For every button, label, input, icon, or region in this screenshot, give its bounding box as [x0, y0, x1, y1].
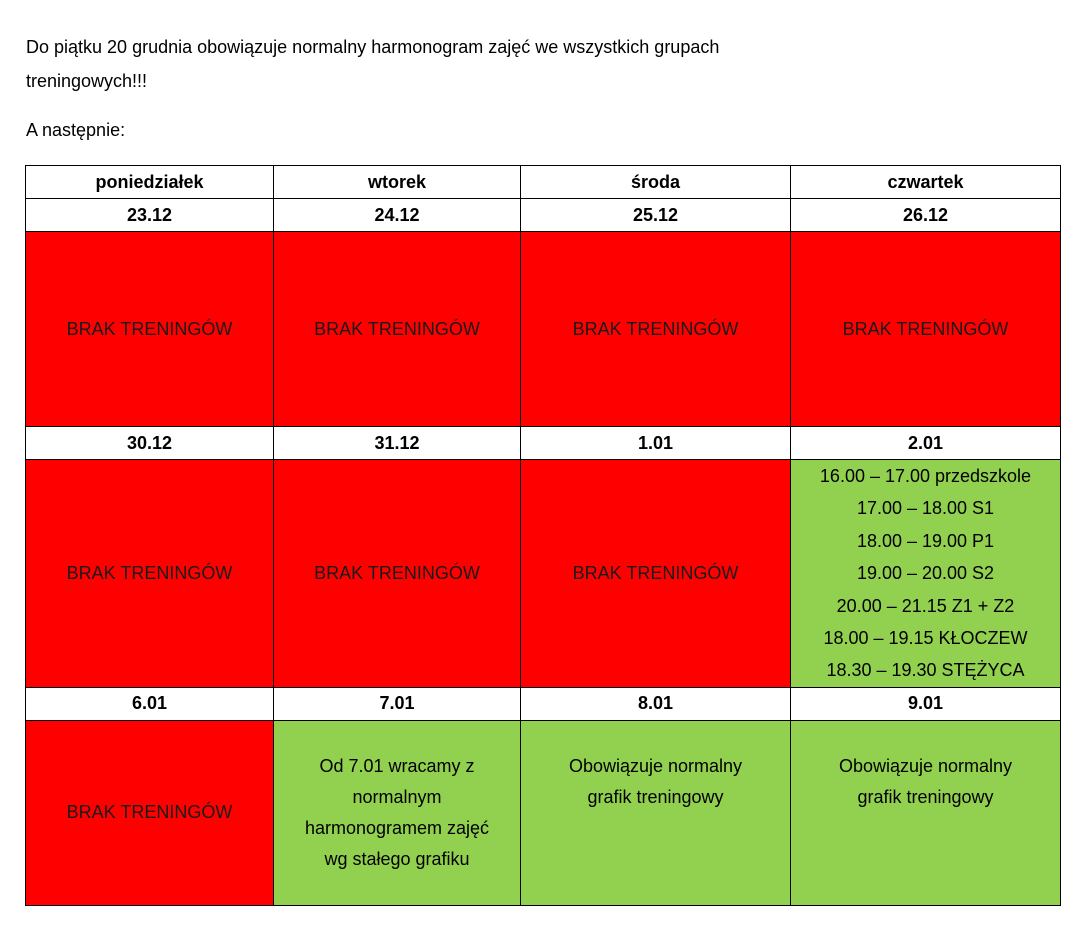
date-row-week-3: 6.01 7.01 8.01 9.01	[25, 686, 1061, 721]
date-cell: 23.12	[25, 198, 274, 232]
schedule-row-week-2: BRAK TRENINGÓW BRAK TRENINGÓW BRAK TRENI…	[25, 459, 1061, 688]
note-line: wg stałego grafiku	[324, 848, 470, 869]
date-cell: 25.12	[520, 198, 791, 232]
schedule-row-week-1: BRAK TRENINGÓW BRAK TRENINGÓW BRAK TRENI…	[25, 231, 1061, 427]
schedule-entry: 19.00 – 20.00 S2	[856, 563, 995, 584]
normal-schedule-note: Obowiązuje normalny grafik treningowy	[790, 719, 1061, 906]
date-cell: 31.12	[273, 426, 521, 460]
note-line: Obowiązuje normalny	[838, 755, 1013, 776]
date-cell: 2.01	[790, 426, 1061, 460]
schedule-entry: 20.00 – 21.15 Z1 + Z2	[836, 595, 1015, 616]
schedule-entry: 18.00 – 19.15 KŁOCZEW	[823, 628, 1028, 649]
normal-schedule-note: Obowiązuje normalny grafik treningowy	[520, 719, 791, 906]
date-cell: 30.12	[25, 426, 274, 460]
header-tuesday: wtorek	[273, 165, 521, 199]
intro-after: A następnie:	[26, 120, 126, 140]
date-cell: 6.01	[25, 686, 274, 721]
date-cell: 1.01	[520, 426, 791, 460]
no-training-cell: BRAK TRENINGÓW	[520, 231, 791, 427]
schedule-entry: 17.00 – 18.00 S1	[856, 498, 995, 519]
date-cell: 26.12	[790, 198, 1061, 232]
date-cell: 7.01	[273, 686, 521, 721]
header-wednesday: środa	[520, 165, 791, 199]
note-spacer	[522, 813, 790, 875]
date-cell: 9.01	[790, 686, 1061, 721]
thursday-training-schedule: 16.00 – 17.00 przedszkole 17.00 – 18.00 …	[790, 459, 1061, 688]
intro-line-1: Do piątku 20 grudnia obowiązuje normalny…	[26, 37, 720, 57]
note-line: grafik treningowy	[857, 786, 994, 807]
date-row-week-2: 30.12 31.12 1.01 2.01	[25, 426, 1061, 460]
header-monday: poniedziałek	[25, 165, 274, 199]
holiday-schedule-table: poniedziałek wtorek środa czwartek 23.12…	[25, 165, 1061, 906]
no-training-cell: BRAK TRENINGÓW	[273, 231, 521, 427]
schedule-entry: 16.00 – 17.00 przedszkole	[819, 466, 1032, 486]
no-training-cell: BRAK TRENINGÓW	[790, 231, 1061, 427]
intro-line-2: treningowych!!!	[26, 71, 148, 91]
note-line: Obowiązuje normalny	[568, 755, 743, 776]
schedule-row-week-3: BRAK TRENINGÓW Od 7.01 wracamy z normaln…	[25, 719, 1061, 906]
note-line: harmonogramem zajęć	[304, 817, 490, 838]
weekday-header-row: poniedziałek wtorek środa czwartek	[25, 165, 1061, 199]
return-to-schedule-note: Od 7.01 wracamy z normalnym harmonograme…	[273, 719, 521, 906]
intro-text: Do piątku 20 grudnia obowiązuje normalny…	[26, 30, 1026, 147]
schedule-entry: 18.00 – 19.00 P1	[856, 530, 995, 551]
date-cell: 8.01	[520, 686, 791, 721]
note-spacer	[792, 813, 1060, 875]
schedule-entry: 18.30 – 19.30 STĘŻYCA	[826, 660, 1025, 681]
no-training-cell: BRAK TRENINGÓW	[25, 719, 274, 906]
date-cell: 24.12	[273, 198, 521, 232]
no-training-cell: BRAK TRENINGÓW	[25, 459, 274, 688]
no-training-cell: BRAK TRENINGÓW	[25, 231, 274, 427]
header-thursday: czwartek	[790, 165, 1061, 199]
note-line: grafik treningowy	[587, 786, 724, 807]
date-row-week-1: 23.12 24.12 25.12 26.12	[25, 198, 1061, 232]
no-training-cell: BRAK TRENINGÓW	[520, 459, 791, 688]
note-line: normalnym	[352, 786, 442, 807]
no-training-cell: BRAK TRENINGÓW	[273, 459, 521, 688]
note-line: Od 7.01 wracamy z	[319, 755, 475, 776]
